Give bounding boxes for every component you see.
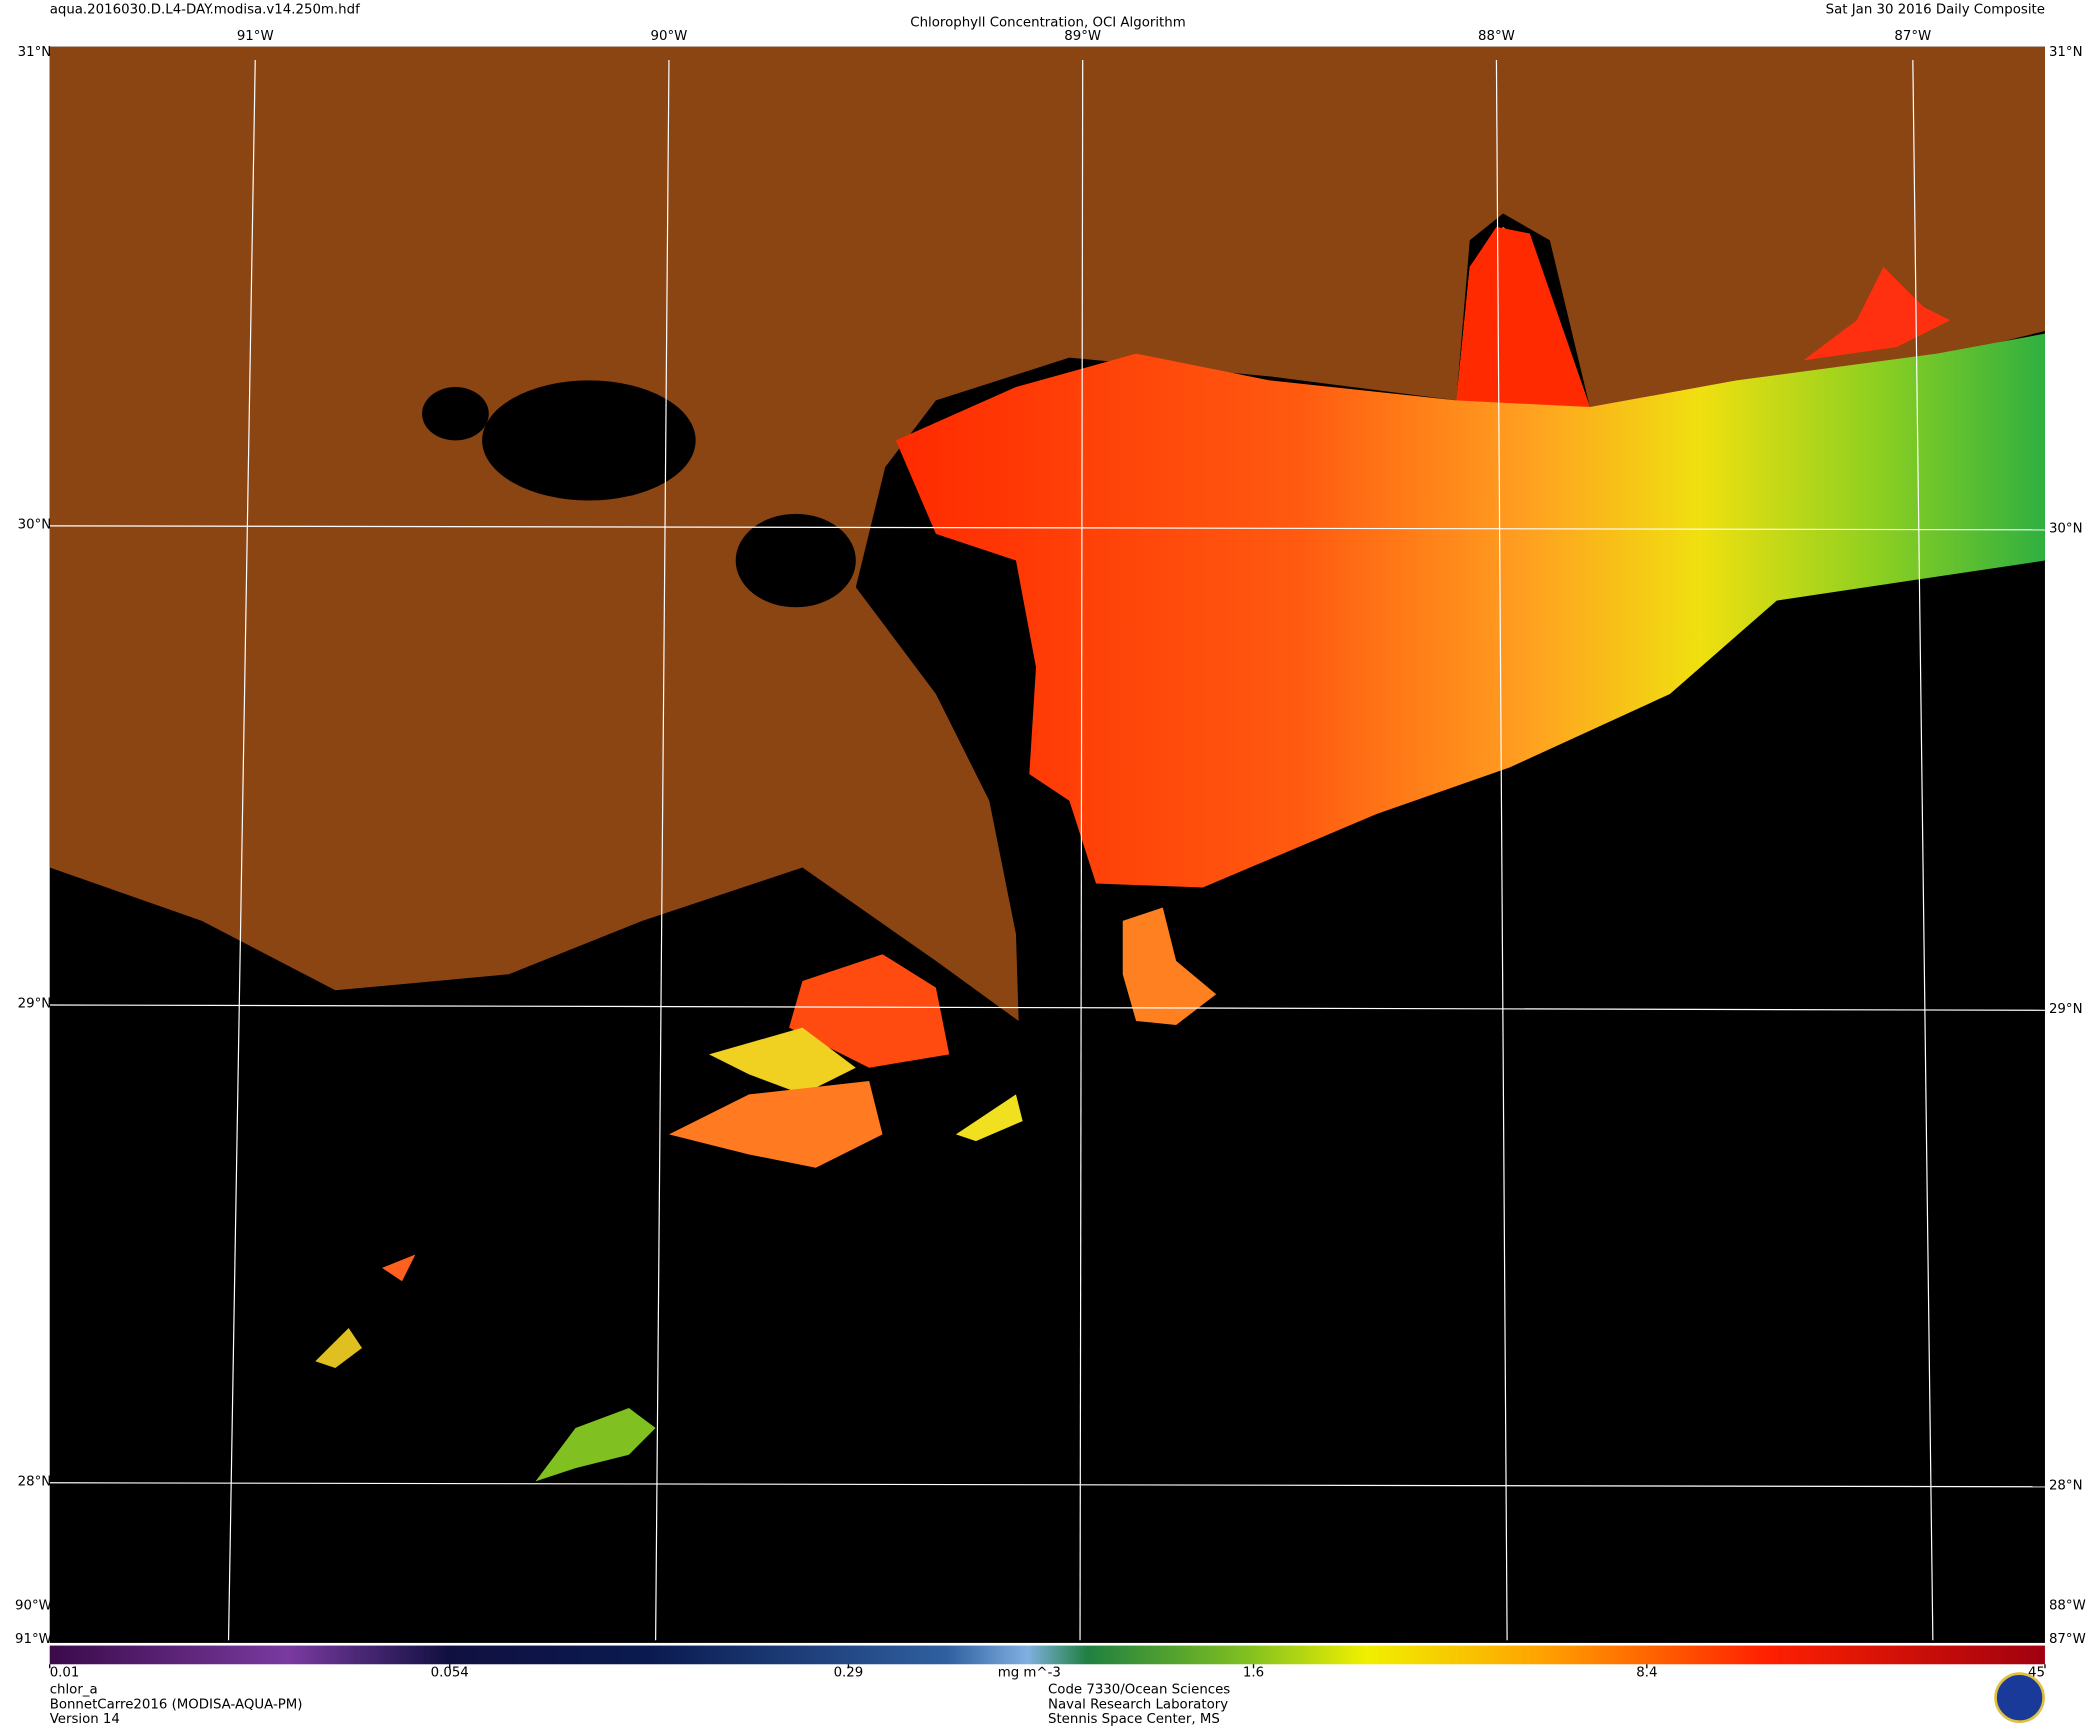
lon-label: 90°W xyxy=(651,29,688,44)
colorbar-tick-label: 45 xyxy=(2028,1665,2045,1680)
variable: chlor_a xyxy=(50,1683,98,1698)
lon-label: 91°W xyxy=(237,29,274,44)
grid-line xyxy=(49,1004,2045,1011)
lon-label: 90°W xyxy=(15,1599,52,1614)
patch xyxy=(955,1094,1023,1142)
patch xyxy=(535,1408,656,1482)
plume xyxy=(895,226,2045,888)
colorbar xyxy=(49,1645,2045,1665)
title: Chlorophyll Concentration, OCI Algorithm xyxy=(910,16,1185,31)
colorbar-tick-label: 8.4 xyxy=(1636,1665,1657,1680)
lon-label: 87°W xyxy=(1894,29,1931,44)
lon-label: 91°W xyxy=(15,1632,52,1647)
lon-label: 89°W xyxy=(1064,29,1101,44)
footer-center: Code 7330/Ocean Sciences xyxy=(1048,1683,1230,1698)
grid-line xyxy=(49,525,2045,531)
grid-line xyxy=(1912,60,1934,1641)
lat-label: 31°N xyxy=(2049,45,2083,60)
lat-label: 29°N xyxy=(2049,1002,2083,1017)
plume-bay xyxy=(1456,226,1590,408)
colorbar-tick-label: 1.6 xyxy=(1243,1665,1264,1680)
colorbar-tick-label: 0.054 xyxy=(431,1665,469,1680)
lat-label: 30°N xyxy=(18,518,52,533)
patch xyxy=(1122,907,1217,1025)
filename: aqua.2016030.D.L4-DAY.modisa.v14.250m.hd… xyxy=(50,2,360,17)
colorbar-tick-label: 0.01 xyxy=(50,1665,80,1680)
patch xyxy=(668,1081,883,1168)
grid-line xyxy=(49,1482,2045,1488)
lat-label: 28°N xyxy=(2049,1478,2083,1493)
colorbar-units: mg m^-3 xyxy=(998,1665,1061,1680)
date: Sat Jan 30 2016 Daily Composite xyxy=(1826,2,2045,17)
grid-line xyxy=(1495,60,1508,1641)
logo xyxy=(1994,1672,2045,1723)
lake xyxy=(422,387,489,441)
footer-center: Naval Research Laboratory xyxy=(1048,1697,1228,1712)
grid-line xyxy=(227,60,256,1641)
lon-label: 88°W xyxy=(1478,29,1515,44)
graticule xyxy=(49,60,2045,1641)
grid-line xyxy=(655,60,670,1641)
lat-label: 31°N xyxy=(18,45,52,60)
lon-label: 87°W xyxy=(2049,1632,2086,1647)
patch xyxy=(315,1327,363,1368)
footer-left: Version 14 xyxy=(50,1712,120,1727)
patch xyxy=(789,954,950,1068)
patch xyxy=(709,1027,856,1095)
footer-left: BonnetCarre2016 (MODISA-AQUA-PM) xyxy=(50,1697,303,1712)
footer-center: Stennis Space Center, MS xyxy=(1048,1712,1220,1727)
lake xyxy=(735,513,856,608)
plume-bay xyxy=(1803,266,1951,361)
patch xyxy=(382,1254,416,1282)
lat-label: 28°N xyxy=(18,1474,52,1489)
grid-line xyxy=(1079,60,1084,1641)
lat-label: 30°N xyxy=(2049,522,2083,537)
lon-label: 88°W xyxy=(2049,1599,2086,1614)
colorbar-tick-label: 0.29 xyxy=(834,1665,864,1680)
lake xyxy=(482,380,696,501)
land xyxy=(49,46,2045,1021)
lat-label: 29°N xyxy=(18,997,52,1012)
